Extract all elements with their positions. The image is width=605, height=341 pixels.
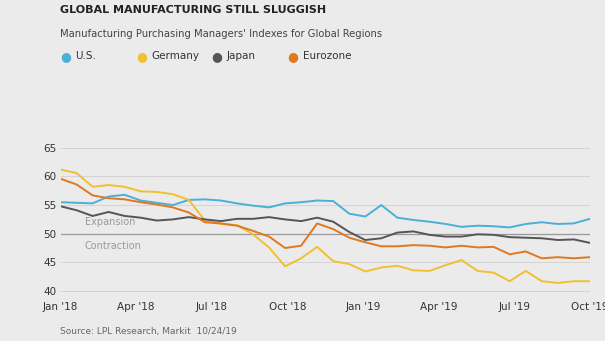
- Text: Japan: Japan: [227, 51, 256, 61]
- Text: Manufacturing Purchasing Managers' Indexes for Global Regions: Manufacturing Purchasing Managers' Index…: [60, 29, 382, 39]
- Text: ●: ●: [212, 50, 223, 63]
- Text: Germany: Germany: [151, 51, 199, 61]
- Text: GLOBAL MANUFACTURING STILL SLUGGISH: GLOBAL MANUFACTURING STILL SLUGGISH: [60, 5, 327, 15]
- Text: Expansion: Expansion: [85, 217, 135, 227]
- Text: ●: ●: [136, 50, 147, 63]
- Text: Source: LPL Research, Markit  10/24/19: Source: LPL Research, Markit 10/24/19: [60, 327, 237, 336]
- Text: U.S.: U.S.: [76, 51, 97, 61]
- Text: ●: ●: [60, 50, 71, 63]
- Text: Eurozone: Eurozone: [302, 51, 351, 61]
- Text: ●: ●: [287, 50, 298, 63]
- Text: Contraction: Contraction: [85, 241, 142, 251]
